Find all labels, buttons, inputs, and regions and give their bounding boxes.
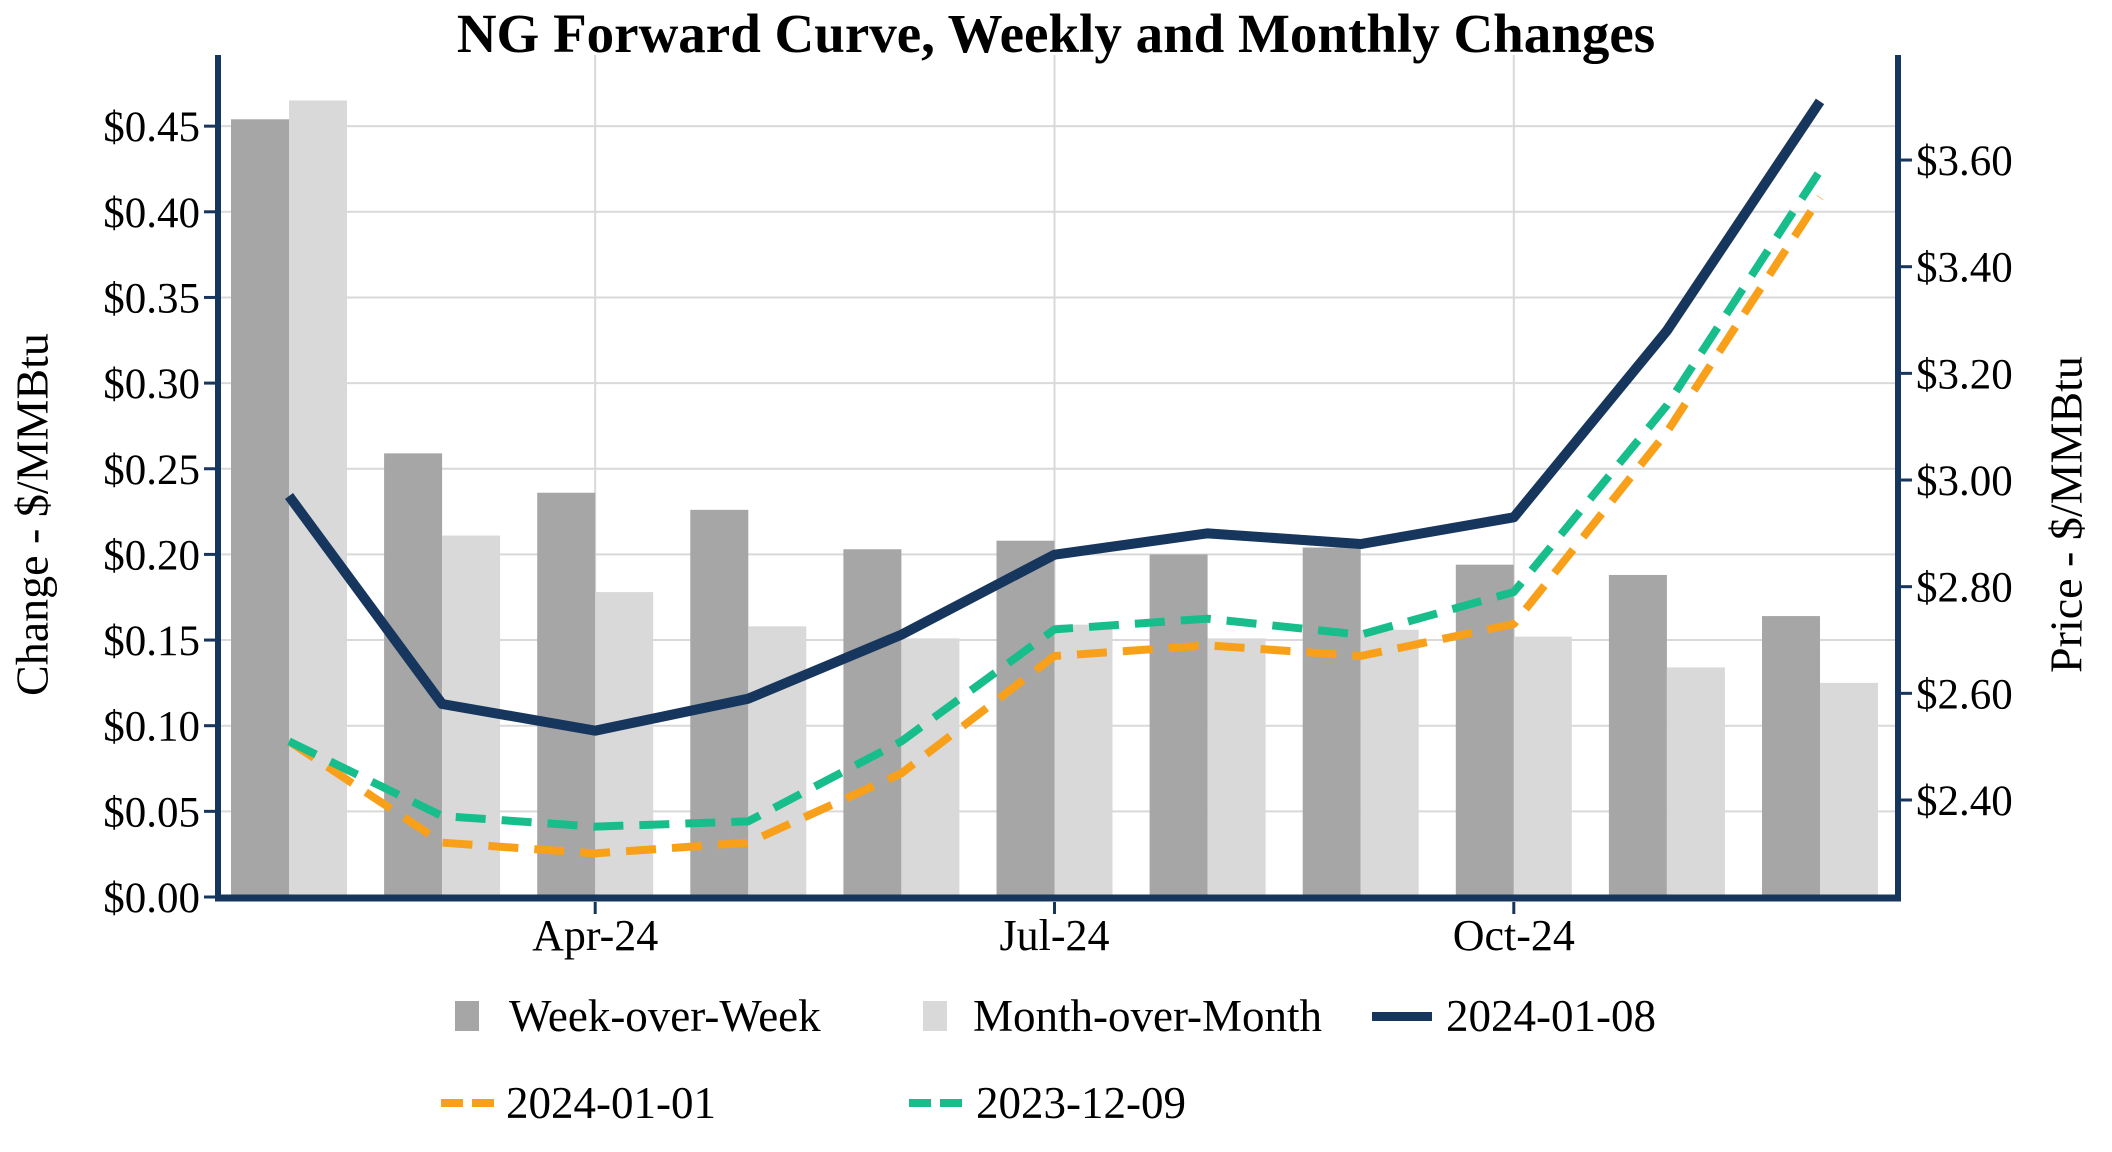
- wow-bar-Dec-24: [1762, 616, 1820, 898]
- left-tick-label: $0.05: [103, 789, 200, 836]
- left-tick-label: $0.35: [103, 275, 200, 322]
- right-tick-label: $3.40: [1916, 245, 2013, 292]
- mom-bar-May-24: [748, 626, 807, 898]
- wow-bar-Feb-24: [231, 119, 289, 899]
- mom-bar-Dec-24: [1820, 682, 1878, 898]
- legend-item-2024-01-08: 2024-01-08: [1372, 986, 1656, 1046]
- legend-label-2023-12-09: 2023-12-09: [976, 1078, 1186, 1128]
- legend-item-2023-12-09: 2023-12-09: [909, 1073, 1186, 1133]
- right-tick-label: $3.00: [1916, 458, 2013, 505]
- right-axis-title: Price - $/MMBtu: [2040, 356, 2092, 673]
- legend-label-2024-01-01: 2024-01-01: [506, 1078, 716, 1128]
- right-tick-label: $2.80: [1916, 565, 2013, 612]
- left-tick-label: $0.00: [103, 875, 200, 922]
- wow-bar-Sep-24: [1302, 547, 1361, 898]
- mom-bar-Oct-24: [1513, 636, 1572, 898]
- wow-bar-Mar-24: [384, 453, 443, 898]
- wow-bar-Aug-24: [1149, 554, 1208, 898]
- left-tick-label: $0.15: [103, 618, 200, 665]
- green-dash-swatch-icon: [909, 1099, 931, 1107]
- solid-line-swatch-icon: [1372, 1011, 1432, 1021]
- legend-label-week-over-week: Week-over-Week: [509, 991, 821, 1041]
- mom-bar-Jul-24: [1054, 624, 1113, 898]
- legend-item-2024-01-01: 2024-01-01: [441, 1073, 716, 1133]
- right-tick-label: $3.60: [1916, 138, 2013, 185]
- x-tick-label: Apr-24: [532, 911, 658, 960]
- orange-dash-swatch-icon: [472, 1099, 494, 1107]
- left-tick-label: $0.10: [103, 704, 200, 751]
- mom-bar-Aug-24: [1207, 638, 1266, 898]
- right-tick-label: $2.60: [1916, 671, 2013, 718]
- left-axis-title: Change - $/MMBtu: [6, 333, 58, 696]
- wow-bar-Apr-24: [537, 492, 596, 898]
- green-dash-swatch-icon: [940, 1099, 962, 1107]
- right-tick-label: $3.20: [1916, 351, 2013, 398]
- wow-bar-Oct-24: [1455, 564, 1514, 898]
- mom-bar-Nov-24: [1666, 667, 1725, 898]
- line-2024-01-01: [286, 195, 1824, 858]
- left-tick-label: $0.30: [103, 361, 200, 408]
- left-tick-label: $0.45: [103, 104, 200, 151]
- orange-dash-swatch-icon: [441, 1099, 463, 1107]
- legend-item-month-over-month: Month-over-Month: [923, 986, 1322, 1046]
- month-over-month-swatch-icon: [923, 1001, 947, 1031]
- line-2024-01-08: [284, 98, 1825, 736]
- left-tick-label: $0.20: [103, 532, 200, 579]
- legend-label-2024-01-08: 2024-01-08: [1446, 991, 1656, 1041]
- x-tick-label: Jul-24: [1000, 911, 1110, 960]
- legend-label-month-over-month: Month-over-Month: [973, 991, 1323, 1041]
- wow-bar-Nov-24: [1608, 574, 1667, 898]
- x-tick-label: Oct-24: [1453, 911, 1575, 960]
- wow-bar-Jun-24: [843, 549, 902, 898]
- wow-bar-Jul-24: [996, 540, 1055, 898]
- legend-item-week-over-week: Week-over-Week: [455, 986, 821, 1046]
- right-tick-label: $2.40: [1916, 778, 2013, 825]
- mom-bar-Sep-24: [1360, 629, 1419, 898]
- week-over-week-swatch-icon: [455, 1001, 479, 1031]
- line-2023-12-09: [287, 168, 1824, 831]
- left-tick-label: $0.40: [103, 190, 200, 237]
- chart-title: NG Forward Curve, Weekly and Monthly Cha…: [456, 3, 1656, 64]
- left-tick-label: $0.25: [103, 447, 200, 494]
